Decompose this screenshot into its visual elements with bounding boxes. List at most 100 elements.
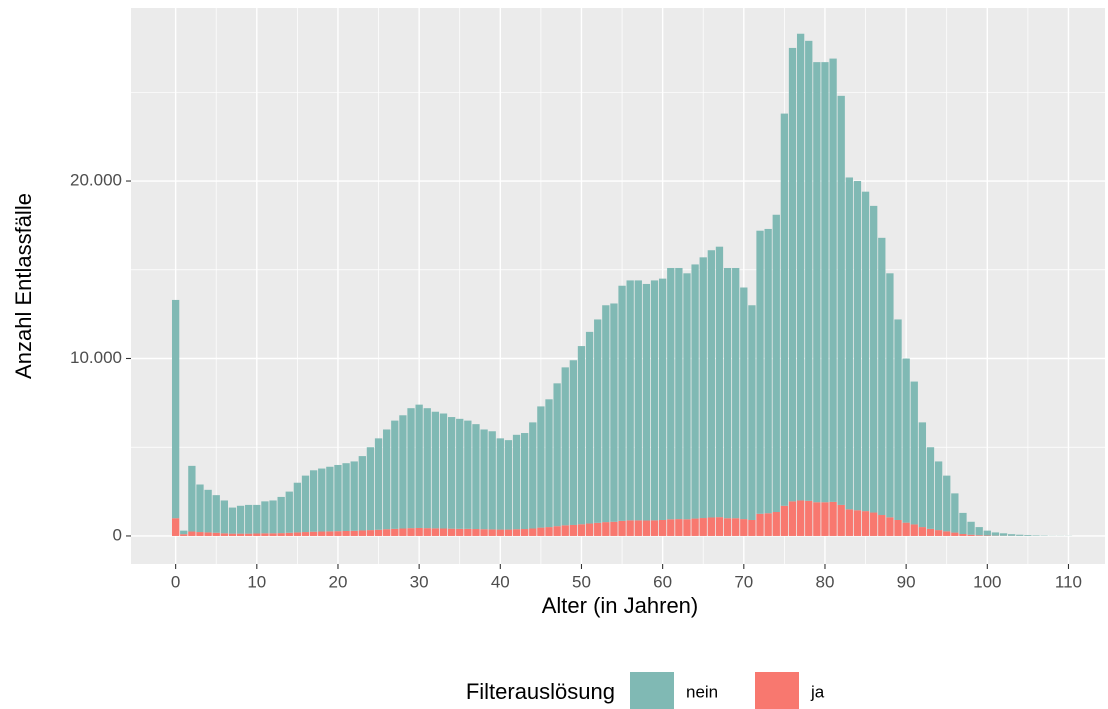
bar-segment bbox=[918, 527, 927, 536]
bar-segment bbox=[658, 278, 667, 520]
bar-segment bbox=[512, 529, 521, 536]
bar-segment bbox=[788, 47, 797, 502]
bar-segment bbox=[886, 273, 894, 518]
bar-segment bbox=[269, 533, 277, 536]
bar-segment bbox=[837, 504, 845, 536]
bar-segment bbox=[407, 408, 415, 529]
bar-segment bbox=[764, 513, 772, 536]
bar-segment bbox=[610, 303, 618, 522]
bar-segment bbox=[285, 491, 293, 533]
bar-segment bbox=[464, 528, 472, 536]
bar-segment bbox=[796, 500, 805, 536]
bar-segment bbox=[171, 518, 180, 536]
bar-segment bbox=[610, 521, 618, 536]
bar-segment bbox=[732, 518, 740, 536]
bar-segment bbox=[829, 501, 837, 536]
bar-segment bbox=[220, 533, 228, 536]
bar-segment bbox=[512, 434, 521, 530]
bar-segment bbox=[253, 504, 261, 534]
bar-segment bbox=[902, 358, 910, 523]
bar-segment bbox=[975, 527, 983, 536]
bar-segment bbox=[723, 518, 732, 536]
bar-segment bbox=[870, 512, 878, 536]
bar-segment bbox=[383, 529, 391, 536]
bar-segment bbox=[391, 528, 399, 536]
bar-segment bbox=[496, 529, 504, 536]
bar-segment bbox=[618, 520, 626, 536]
bar-segment bbox=[561, 525, 569, 536]
bar-segment bbox=[220, 500, 228, 534]
bar-segment bbox=[196, 484, 204, 533]
bar-segment bbox=[545, 399, 553, 528]
bar-segment bbox=[358, 530, 366, 536]
bar-segment bbox=[634, 520, 642, 536]
bar-segment bbox=[1024, 535, 1032, 536]
bar-segment bbox=[366, 530, 375, 536]
bar-segment bbox=[569, 360, 578, 525]
bar-segment bbox=[951, 532, 959, 536]
bar-segment bbox=[480, 429, 488, 530]
bar-segment bbox=[991, 532, 1000, 536]
bar-segment bbox=[813, 62, 821, 503]
bar-segment bbox=[837, 95, 845, 505]
bar-segment bbox=[309, 531, 318, 536]
bar-segment bbox=[488, 529, 496, 536]
bar-segment bbox=[228, 507, 237, 534]
bar-segment bbox=[301, 475, 310, 533]
bar-segment bbox=[870, 205, 878, 513]
bar-segment bbox=[715, 517, 724, 536]
bar-segment bbox=[439, 413, 448, 529]
bar-segment bbox=[529, 528, 537, 536]
bar-segment bbox=[740, 287, 748, 520]
bar-segment bbox=[902, 522, 910, 536]
bar-segment bbox=[959, 512, 967, 535]
bar-segment bbox=[480, 529, 488, 536]
bar-segment bbox=[204, 489, 212, 533]
bar-segment bbox=[813, 502, 821, 536]
bar-segment bbox=[447, 417, 456, 529]
bar-segment bbox=[594, 522, 602, 536]
bar-segment bbox=[918, 422, 927, 528]
bar-segment bbox=[967, 534, 975, 536]
bar-segment bbox=[374, 529, 383, 536]
bar-segment bbox=[309, 470, 318, 532]
bar-segment bbox=[407, 528, 415, 536]
bar-segment bbox=[399, 415, 407, 529]
bar-segment bbox=[650, 520, 659, 536]
legend-title: Filterauslösung bbox=[466, 679, 615, 704]
bar-segment bbox=[618, 285, 626, 521]
bar-segment bbox=[943, 475, 951, 532]
bar-segment bbox=[675, 267, 683, 520]
bar-segment bbox=[585, 523, 594, 536]
y-tick-label: 10.000 bbox=[70, 348, 122, 367]
bar-segment bbox=[188, 531, 196, 536]
bar-segment bbox=[642, 283, 651, 521]
x-tick-label: 30 bbox=[410, 572, 429, 591]
bar-segment bbox=[334, 464, 342, 532]
x-tick-label: 70 bbox=[734, 572, 753, 591]
bar-segment bbox=[261, 501, 269, 534]
bar-segment bbox=[691, 264, 699, 519]
bar-segment bbox=[326, 531, 334, 536]
bar-segment bbox=[504, 440, 513, 530]
bar-segment bbox=[504, 529, 513, 536]
legend-label: nein bbox=[686, 682, 718, 701]
bar-segment bbox=[464, 420, 472, 529]
bar-segment bbox=[545, 527, 553, 536]
bar-segment bbox=[788, 501, 797, 536]
bar-segment bbox=[748, 305, 756, 520]
bar-segment bbox=[959, 534, 967, 536]
bar-segment bbox=[334, 531, 342, 536]
y-axis-title: Anzahl Entlassfälle bbox=[11, 193, 36, 379]
bar-segment bbox=[683, 519, 691, 536]
bar-segment bbox=[756, 513, 764, 536]
bar-segment bbox=[780, 113, 789, 506]
bar-segment bbox=[740, 519, 748, 536]
bar-segment bbox=[805, 40, 813, 501]
bar-segment bbox=[472, 529, 480, 536]
bar-segment bbox=[983, 530, 991, 536]
bar-segment bbox=[602, 522, 610, 536]
bar-segment bbox=[399, 528, 407, 536]
bar-segment bbox=[269, 500, 277, 534]
x-tick-label: 40 bbox=[491, 572, 510, 591]
